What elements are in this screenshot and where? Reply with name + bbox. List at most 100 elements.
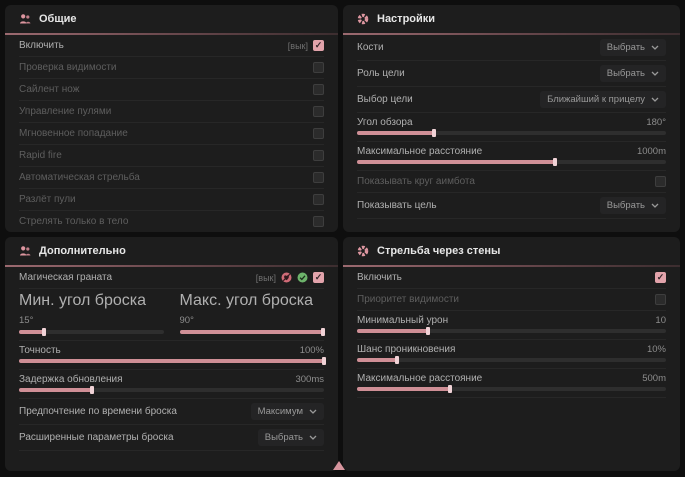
- throw-time-dropdown[interactable]: Максимум: [250, 403, 324, 420]
- slider-thumb[interactable]: [447, 385, 452, 393]
- toggle-enable-wallbang[interactable]: Включить ✓: [357, 267, 666, 289]
- toggle-rapid-fire[interactable]: Rapid fire ✓: [19, 145, 324, 167]
- slider-thumb[interactable]: [322, 357, 326, 365]
- toggle-enable[interactable]: Включить [вык] ✓: [19, 35, 324, 57]
- toggle-instant-hit[interactable]: Мгновенное попадание ✓: [19, 123, 324, 145]
- toggle-magic-grenade[interactable]: Магическая граната [вык] ✓: [19, 267, 324, 289]
- header-divider: [343, 265, 680, 267]
- accuracy-slider[interactable]: [19, 357, 326, 365]
- toggle-auto-fire[interactable]: Автоматическая стрельба ✓: [19, 167, 324, 189]
- check-circle-icon[interactable]: [297, 272, 308, 283]
- dropdown-value: Выбрать: [606, 68, 645, 79]
- slider-penetration-chance: Шанс проникновения 10%: [357, 340, 666, 369]
- slider-min-damage: Минимальный урон 10: [357, 311, 666, 340]
- checkbox[interactable]: ✓: [655, 176, 666, 187]
- toggle-bullet-spread[interactable]: Разлёт пули ✓: [19, 189, 324, 211]
- slider-label: Макс. угол броска: [179, 292, 314, 309]
- checkbox[interactable]: ✓: [655, 272, 666, 283]
- select-label: Роль цели: [357, 68, 405, 79]
- panel-title: Настройки: [377, 13, 436, 25]
- check-icon: ✓: [314, 40, 323, 50]
- checkbox[interactable]: ✓: [313, 128, 324, 139]
- penetration-chance-slider[interactable]: [357, 356, 666, 364]
- chevron-down-icon: [651, 71, 659, 76]
- checkbox[interactable]: ✓: [313, 62, 324, 73]
- hotkey-state: [вык]: [287, 40, 308, 51]
- toggle-bullet-control[interactable]: Управление пулями ✓: [19, 101, 324, 123]
- select-throw-time-preference: Предпочтение по времени броска Максимум: [19, 399, 324, 425]
- toggle-visibility-priority[interactable]: Приоритет видимости ✓: [357, 289, 666, 311]
- target-role-dropdown[interactable]: Выбрать: [599, 65, 666, 82]
- toggle-body-only[interactable]: Стрелять только в тело ✓: [19, 211, 324, 232]
- panel-title: Общие: [39, 13, 77, 25]
- toggle-visibility-check[interactable]: Проверка видимости ✓: [19, 57, 324, 79]
- gear-icon: [357, 245, 369, 257]
- max-throw-angle-slider[interactable]: [179, 328, 325, 336]
- select-bones: Кости Выбрать: [357, 35, 666, 61]
- toggle-aimbot-circle[interactable]: Показывать круг аимбота ✓: [357, 171, 666, 193]
- toggle-label: Управление пулями: [19, 106, 112, 117]
- slider-label: Минимальный урон: [357, 315, 449, 326]
- slider-thumb[interactable]: [552, 158, 557, 166]
- slider-thumb[interactable]: [320, 328, 325, 336]
- target-choice-dropdown[interactable]: Ближайший к прицелу: [540, 91, 666, 108]
- slider-label: Максимальное расстояние: [357, 373, 483, 384]
- slider-thumb[interactable]: [395, 356, 400, 364]
- checkbox[interactable]: ✓: [313, 84, 324, 95]
- select-advanced-throw-params: Расширенные параметры броска Выбрать: [19, 425, 324, 451]
- slider-thumb[interactable]: [432, 129, 437, 137]
- show-target-dropdown[interactable]: Выбрать: [599, 197, 666, 214]
- heart-off-icon[interactable]: [281, 272, 292, 283]
- slider-thumb[interactable]: [426, 327, 431, 335]
- slider-value: 10: [655, 315, 666, 326]
- dropdown-value: Выбрать: [606, 200, 645, 211]
- panel-wallbang: Стрельба через стены Включить ✓ Приорите…: [343, 237, 680, 471]
- slider-thumb[interactable]: [41, 328, 46, 336]
- slider-fov: Угол обзора 180°: [357, 113, 666, 142]
- update-delay-slider[interactable]: [19, 386, 324, 394]
- max-distance-slider[interactable]: [357, 158, 666, 166]
- toggle-label: Стрелять только в тело: [19, 216, 129, 227]
- chevron-down-icon: [651, 203, 659, 208]
- select-show-target: Показывать цель Выбрать: [357, 193, 666, 219]
- toggle-label: Проверка видимости: [19, 62, 117, 73]
- checkbox[interactable]: ✓: [313, 272, 324, 283]
- min-damage-slider[interactable]: [357, 327, 666, 335]
- toggle-silent-knife[interactable]: Сайлент нож ✓: [19, 79, 324, 101]
- dropdown-value: Ближайший к прицелу: [547, 94, 645, 105]
- checkbox[interactable]: ✓: [313, 172, 324, 183]
- toggle-label: Показывать круг аимбота: [357, 176, 475, 187]
- toggle-label: Разлёт пули: [19, 194, 76, 205]
- min-throw-angle-slider[interactable]: [19, 328, 164, 336]
- checkbox[interactable]: ✓: [313, 216, 324, 227]
- checkbox[interactable]: ✓: [313, 150, 324, 161]
- gear-icon: [357, 13, 369, 25]
- advanced-throw-dropdown[interactable]: Выбрать: [257, 429, 324, 446]
- slider-max-distance-wallbang: Максимальное расстояние 500m: [357, 369, 666, 398]
- panel-general-header: Общие: [5, 5, 338, 33]
- people-icon: [20, 246, 31, 256]
- toggle-label: Включить: [357, 272, 402, 283]
- hotkey-state: [вык]: [255, 272, 276, 283]
- slider-value: 500m: [642, 373, 666, 384]
- fov-slider[interactable]: [357, 129, 666, 137]
- checkbox[interactable]: ✓: [313, 106, 324, 117]
- toggle-label: Приоритет видимости: [357, 294, 460, 305]
- max-distance-wallbang-slider[interactable]: [357, 385, 666, 393]
- checkbox[interactable]: ✓: [313, 40, 324, 51]
- bones-dropdown[interactable]: Выбрать: [599, 39, 666, 56]
- slider-value: 100%: [299, 345, 324, 356]
- select-label: Показывать цель: [357, 200, 437, 211]
- checkbox[interactable]: ✓: [655, 294, 666, 305]
- toggle-label: Мгновенное попадание: [19, 128, 128, 139]
- chevron-down-icon: [309, 435, 317, 440]
- slider-label: Мин. угол броска: [19, 292, 147, 309]
- slider-label: Точность: [19, 345, 61, 356]
- slider-thumb[interactable]: [90, 386, 95, 394]
- select-label: Расширенные параметры броска: [19, 432, 174, 443]
- select-target-choice: Выбор цели Ближайший к прицелу: [357, 87, 666, 113]
- checkbox[interactable]: ✓: [313, 194, 324, 205]
- toggle-label: Магическая граната: [19, 272, 113, 283]
- dropdown-value: Выбрать: [264, 432, 303, 443]
